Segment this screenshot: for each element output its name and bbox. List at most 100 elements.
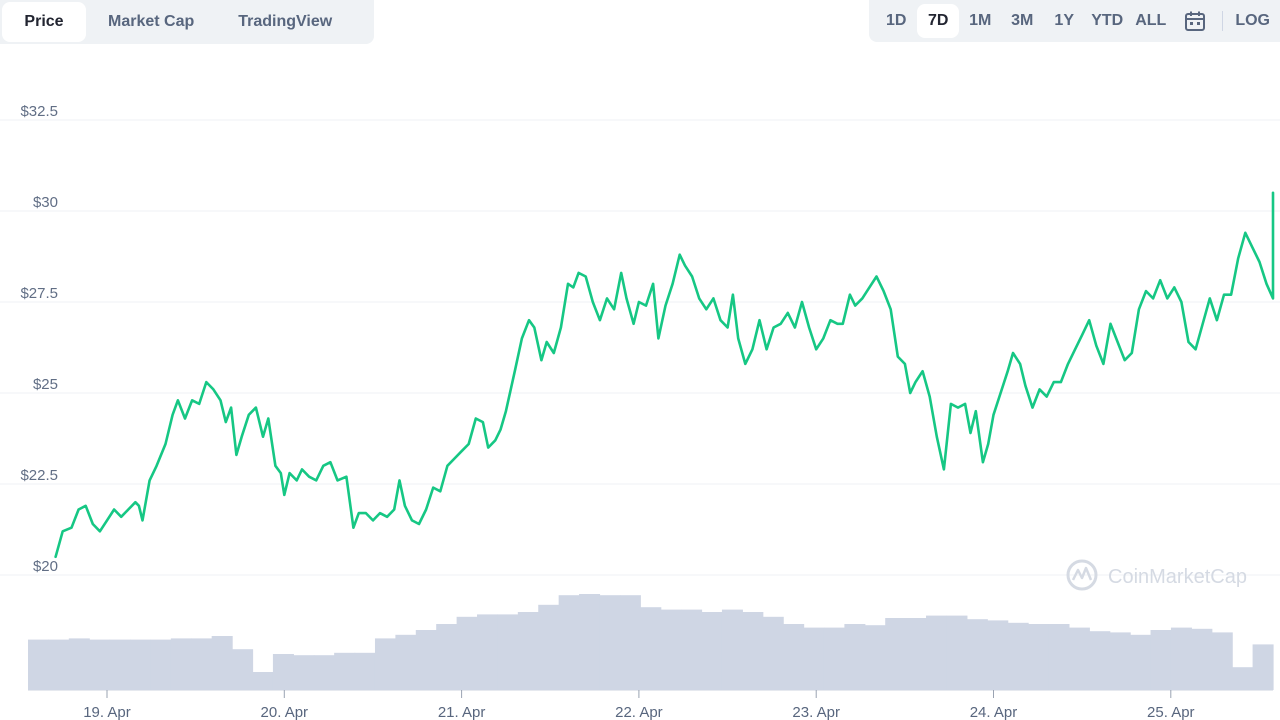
volume-bar [1150,630,1172,690]
range-7d-button[interactable]: 7D [917,4,960,38]
y-tick-label: $30 [33,194,58,211]
volume-bar [170,638,192,690]
x-tick-label: 25. Apr [1147,704,1195,720]
volume-bar [517,612,539,690]
chart-grid [0,119,1280,576]
calendar-icon [1185,11,1206,31]
volume-bar [1170,627,1192,690]
coinmarketcap-logo-icon [1066,559,1098,591]
volume-bar [252,672,274,690]
volume-bar [864,625,886,690]
volume-bar [1068,627,1090,690]
y-tick-label: $27.5 [20,285,58,302]
y-tick-label: $22.5 [20,467,58,484]
volume-bar [497,614,519,690]
date-range-button[interactable] [1172,4,1218,38]
volume-bar [211,636,233,690]
x-tick-label: 22. Apr [615,704,663,720]
volume-bar [1130,634,1152,690]
volume-bar [48,639,70,690]
volume-baseline [28,690,1273,691]
volume-bar [619,595,641,690]
y-axis: $20 $22.5 $25 $27.5 $30 $32.5 [20,103,58,575]
toolbar-divider [1222,11,1224,31]
volume-bar [1252,644,1274,690]
tab-tradingview[interactable]: TradingView [238,13,333,30]
volume-bar [803,627,825,690]
range-1y-button[interactable]: 1Y [1054,12,1074,29]
volume-bar [354,652,376,690]
volume-bar [150,639,172,690]
range-1m-button[interactable]: 1M [969,12,992,29]
volume-bar [191,638,213,690]
volume-bar [558,595,580,690]
volume-bar [1028,624,1050,690]
chart-type-tabs: Price Market Cap TradingView [0,0,374,44]
volume-bar [905,618,927,690]
volume-bar [1089,631,1111,690]
volume-bar [1007,622,1029,690]
volume-bar [783,624,805,690]
volume-bar [844,624,866,690]
volume-bar [1048,624,1070,690]
range-all-button[interactable]: ALL [1135,12,1167,29]
volume-bar [456,616,478,690]
watermark-text: CoinMarketCap [1108,566,1247,588]
volume-bar [89,639,111,690]
volume-bar [374,638,396,690]
volume-bar [579,594,601,690]
volume-bar [415,630,437,690]
volume-bar [538,604,560,690]
range-1d-button[interactable]: 1D [885,12,907,29]
volume-bar [334,652,356,690]
volume-bar [1109,632,1131,690]
volume-bar [130,639,152,690]
volume-bar [109,639,131,690]
y-tick-label: $25 [33,376,58,393]
coinmarketcap-logo-mark [1071,566,1093,581]
volume-bar [987,620,1009,690]
time-range-selector: 1D 7D 1M 3M 1Y YTD ALL LOG [869,0,1280,42]
volume-bar [742,612,764,690]
volume-bar [599,595,621,690]
volume-bar [640,607,662,690]
x-axis: 19. Apr 20. Apr 21. Apr 22. Apr 23. Apr 24. A… [83,690,1195,720]
volume-bar [436,624,458,690]
y-tick-label: $32.5 [20,103,58,120]
volume-bars [28,594,1274,691]
volume-bar [272,654,294,690]
log-scale-button[interactable]: LOG [1235,12,1270,29]
x-tick-label: 20. Apr [261,704,309,720]
x-tick-label: 24. Apr [970,704,1018,720]
tab-market-cap[interactable]: Market Cap [108,13,195,30]
volume-bar [232,649,254,690]
volume-bar [966,619,988,690]
volume-bar [946,615,968,690]
volume-bar [395,634,417,690]
volume-bar [660,609,682,690]
x-tick-label: 21. Apr [438,704,486,720]
volume-bar [28,639,50,690]
y-tick-label: $20 [33,558,58,575]
x-tick-label: 19. Apr [83,704,131,720]
volume-bar [1211,632,1233,690]
x-tick-label: 23. Apr [792,704,840,720]
volume-bar [68,638,90,690]
volume-bar [926,615,948,690]
price-line[interactable] [54,191,1275,559]
volume-bar [1232,667,1254,690]
tab-price[interactable]: Price [2,2,86,42]
volume-bar [477,614,499,690]
coinmarketcap-watermark: CoinMarketCap [1066,559,1247,591]
volume-bar [701,612,723,690]
volume-bar [721,609,743,690]
volume-bar [681,609,703,690]
range-3m-button[interactable]: 3M [1011,12,1034,29]
volume-bar [823,627,845,690]
volume-bar [293,655,315,690]
range-ytd-button[interactable]: YTD [1091,12,1124,29]
volume-bar [762,616,784,690]
volume-bar [885,618,907,690]
volume-bar [1191,628,1213,690]
